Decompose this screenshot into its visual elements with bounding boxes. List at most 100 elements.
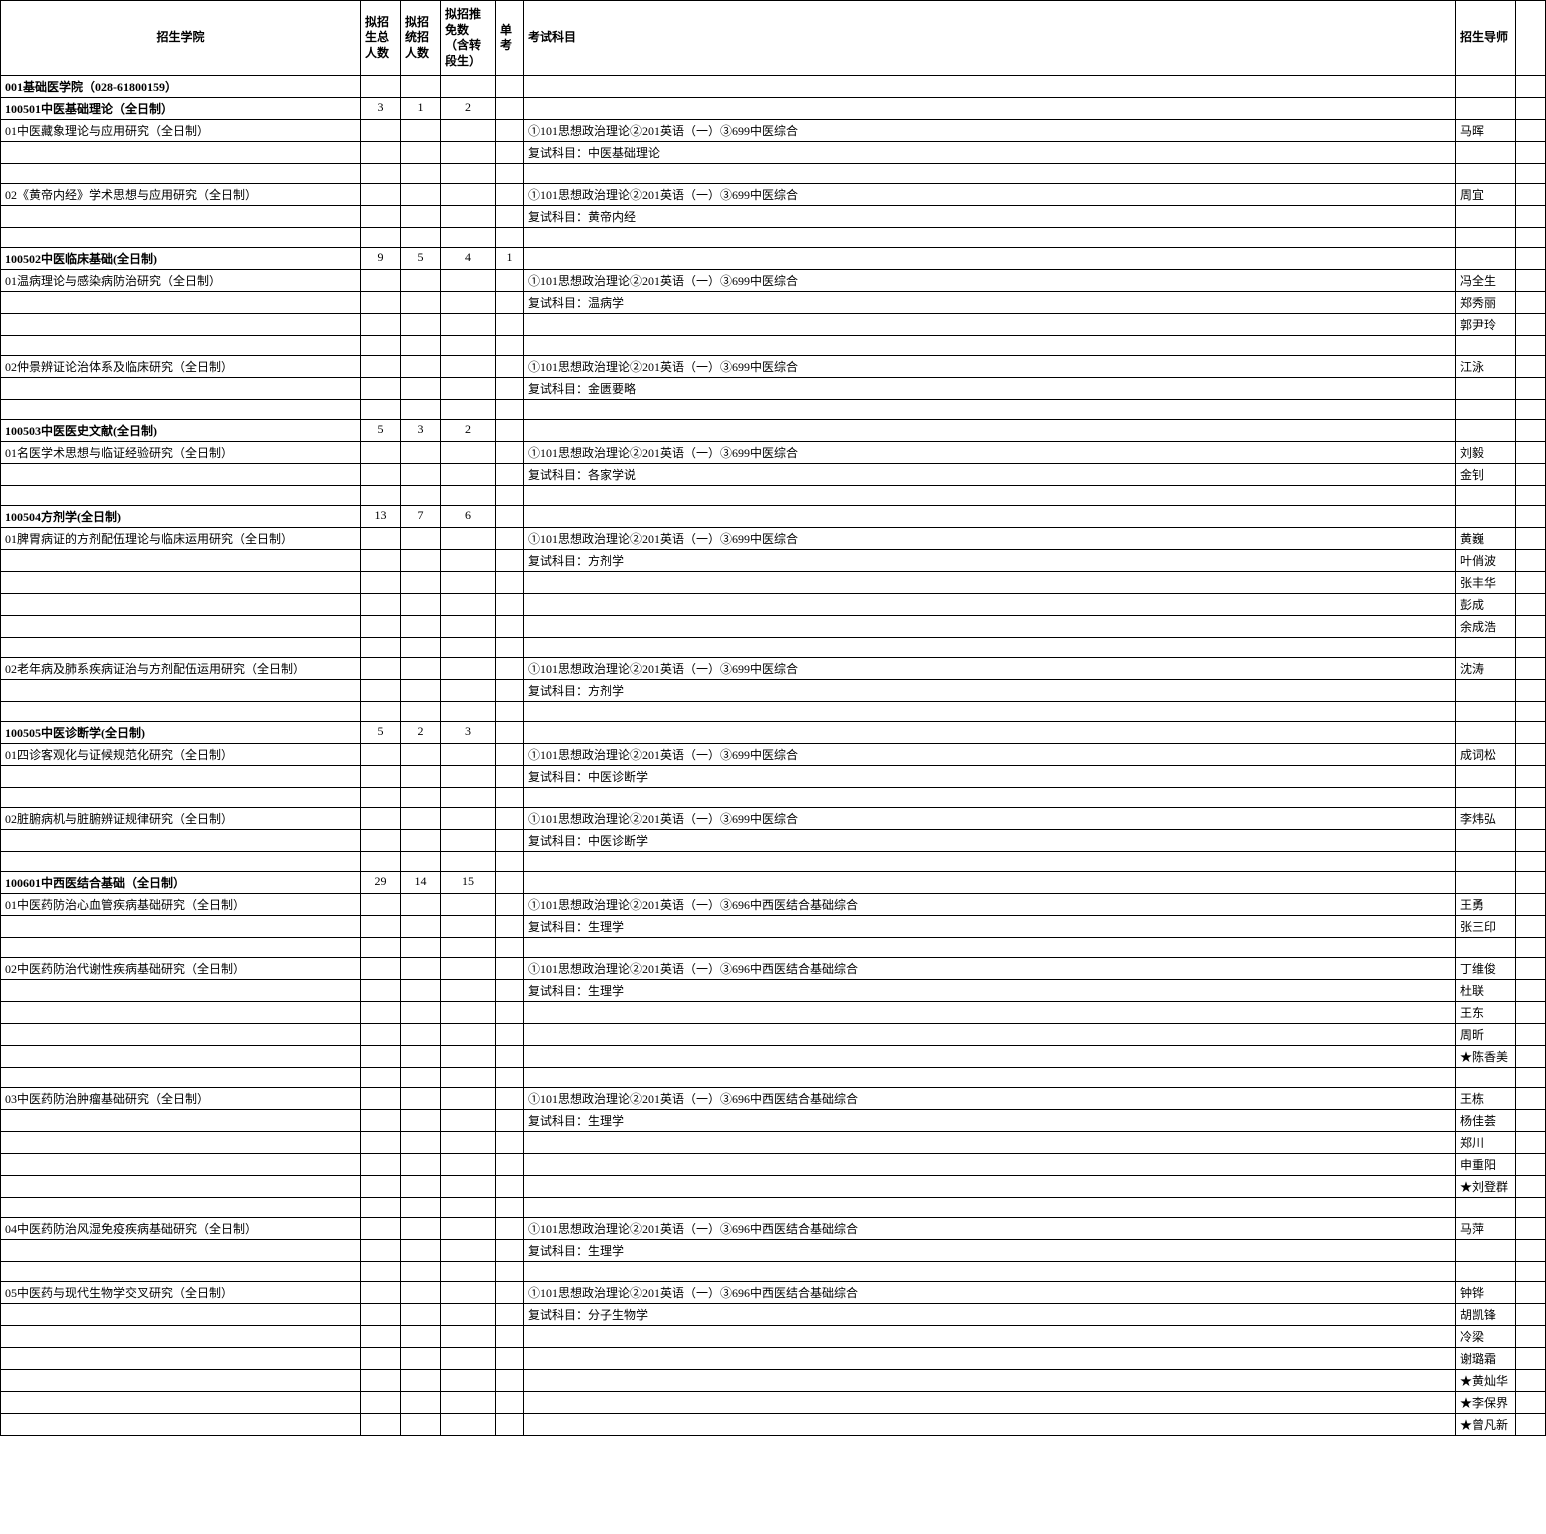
table-cell [401, 572, 441, 594]
table-cell [1516, 420, 1546, 442]
table-cell: 成词松 [1456, 744, 1516, 766]
table-cell [1516, 270, 1546, 292]
table-cell [1516, 572, 1546, 594]
table-cell [496, 1282, 524, 1304]
table-cell [361, 464, 401, 486]
table-cell [401, 1240, 441, 1262]
table-cell [361, 1262, 401, 1282]
table-cell [361, 638, 401, 658]
table-cell: 复试科目：生理学 [524, 1240, 1456, 1262]
table-cell [496, 76, 524, 98]
table-cell [1, 206, 361, 228]
table-cell: 沈涛 [1456, 658, 1516, 680]
table-cell [1456, 1198, 1516, 1218]
table-cell [496, 292, 524, 314]
table-cell [361, 1068, 401, 1088]
table-cell [361, 76, 401, 98]
table-row [1, 852, 1546, 872]
table-cell [1456, 206, 1516, 228]
table-cell: 13 [361, 506, 401, 528]
table-cell: 江泳 [1456, 356, 1516, 378]
table-cell [1456, 378, 1516, 400]
header-school: 招生学院 [1, 1, 361, 76]
table-cell [496, 120, 524, 142]
table-cell [1, 1198, 361, 1218]
table-cell [1, 680, 361, 702]
table-row: 01中医藏象理论与应用研究（全日制）①101思想政治理论②201英语（一）③69… [1, 120, 1546, 142]
table-cell [496, 594, 524, 616]
table-row [1, 486, 1546, 506]
table-cell: ①101思想政治理论②201英语（一）③699中医综合 [524, 356, 1456, 378]
table-cell: 02《黄帝内经》学术思想与应用研究（全日制） [1, 184, 361, 206]
table-cell: 申重阳 [1456, 1154, 1516, 1176]
table-cell [496, 270, 524, 292]
table-cell [1516, 638, 1546, 658]
table-cell: 100501中医基础理论（全日制） [1, 98, 361, 120]
table-cell [441, 356, 496, 378]
table-cell [361, 658, 401, 680]
table-row: 02仲景辨证论治体系及临床研究（全日制）①101思想政治理论②201英语（一）③… [1, 356, 1546, 378]
table-cell: 马晖 [1456, 120, 1516, 142]
table-cell [1516, 680, 1546, 702]
table-cell [361, 378, 401, 400]
table-row: 100502中医临床基础(全日制)9541 [1, 248, 1546, 270]
table-cell [441, 852, 496, 872]
table-cell [1456, 506, 1516, 528]
table-row [1, 788, 1546, 808]
table-cell: 金钊 [1456, 464, 1516, 486]
table-cell [1, 1370, 361, 1392]
table-cell [1516, 1002, 1546, 1024]
table-cell [1516, 1370, 1546, 1392]
table-cell: 02中医药防治代谢性疾病基础研究（全日制） [1, 958, 361, 980]
table-cell [441, 894, 496, 916]
table-cell [1, 1392, 361, 1414]
table-cell [441, 314, 496, 336]
table-row: 100501中医基础理论（全日制）312 [1, 98, 1546, 120]
table-row: 王东 [1, 1002, 1546, 1024]
table-cell: 复试科目：黄帝内经 [524, 206, 1456, 228]
table-cell [496, 486, 524, 506]
table-cell [524, 228, 1456, 248]
table-cell [401, 356, 441, 378]
table-row: 复试科目：分子生物学胡凯锋 [1, 1304, 1546, 1326]
table-cell [1456, 938, 1516, 958]
table-cell [361, 1198, 401, 1218]
table-row: 02《黄帝内经》学术思想与应用研究（全日制） ①101思想政治理论②201英语（一… [1, 184, 1546, 206]
table-cell [1456, 852, 1516, 872]
table-cell: 02脏腑病机与脏腑辨证规律研究（全日制） [1, 808, 361, 830]
table-cell [1516, 1348, 1546, 1370]
table-row: 复试科目：各家学说金钊 [1, 464, 1546, 486]
table-row [1, 336, 1546, 356]
table-cell: 01中医藏象理论与应用研究（全日制） [1, 120, 361, 142]
table-cell [1516, 1088, 1546, 1110]
table-cell: ①101思想政治理论②201英语（一）③699中医综合 [524, 184, 1456, 206]
table-row [1, 1198, 1546, 1218]
table-cell: 4 [441, 248, 496, 270]
table-row: ★刘登群 [1, 1176, 1546, 1198]
table-row [1, 638, 1546, 658]
table-cell [1, 228, 361, 248]
table-cell [441, 184, 496, 206]
table-cell [524, 702, 1456, 722]
table-row: 100503中医医史文献(全日制)532 [1, 420, 1546, 442]
table-cell: 5 [401, 248, 441, 270]
table-cell [1516, 1198, 1546, 1218]
table-cell [361, 228, 401, 248]
table-row: 100505中医诊断学(全日制)523 [1, 722, 1546, 744]
table-cell: 复试科目：方剂学 [524, 680, 1456, 702]
table-cell: 03中医药防治肿瘤基础研究（全日制） [1, 1088, 361, 1110]
table-cell [1516, 808, 1546, 830]
table-cell: 郑秀丽 [1456, 292, 1516, 314]
table-cell [496, 1046, 524, 1068]
table-cell [401, 270, 441, 292]
table-row: 复试科目：方剂学叶俏波 [1, 550, 1546, 572]
table-row: 02脏腑病机与脏腑辨证规律研究（全日制）①101思想政治理论②201英语（一）③… [1, 808, 1546, 830]
table-cell: 3 [361, 98, 401, 120]
table-cell [441, 638, 496, 658]
table-cell: 04中医药防治风湿免疫疾病基础研究（全日制） [1, 1218, 361, 1240]
table-cell [496, 808, 524, 830]
table-row: 申重阳 [1, 1154, 1546, 1176]
table-cell [524, 486, 1456, 506]
table-cell: 王勇 [1456, 894, 1516, 916]
table-row: ★黄灿华 [1, 1370, 1546, 1392]
